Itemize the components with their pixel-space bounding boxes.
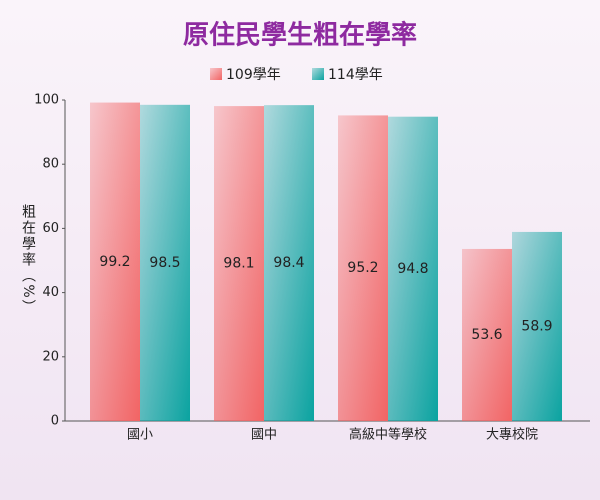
value-label: 98.1 (223, 256, 254, 272)
value-label: 99.2 (99, 254, 130, 270)
x-tick-label: 大專校院 (486, 427, 538, 443)
y-tick-label: 40 (42, 285, 59, 300)
bar (512, 231, 562, 421)
chart-title: 原住民學生粗在學率 (183, 20, 417, 51)
bar (264, 105, 314, 422)
bar (90, 102, 140, 422)
bar (214, 106, 264, 421)
x-tick-label: 高級中等學校 (349, 427, 427, 443)
y-tick-label: 100 (34, 93, 59, 108)
x-tick-label: 國中 (251, 428, 277, 443)
y-tick-label: 20 (42, 349, 59, 364)
value-label: 58.9 (521, 318, 552, 334)
x-tick-label: 國小 (127, 428, 153, 443)
y-tick-label: 80 (42, 157, 59, 172)
legend-label: 114學年 (328, 67, 383, 83)
bar (388, 116, 438, 421)
legend-swatch (210, 68, 222, 80)
bar (338, 115, 388, 422)
value-label: 98.5 (149, 255, 180, 271)
y-tick-label: 60 (42, 221, 59, 236)
value-label: 94.8 (397, 261, 428, 277)
value-label: 98.4 (273, 255, 304, 271)
y-axis-label: 粗在學率（%） (20, 204, 36, 315)
y-tick-label: 0 (51, 414, 59, 429)
bar (140, 104, 190, 421)
bar (462, 248, 512, 421)
legend-label: 109學年 (226, 67, 281, 83)
value-label: 53.6 (471, 327, 502, 343)
value-label: 95.2 (347, 260, 378, 276)
legend-swatch (312, 68, 324, 80)
